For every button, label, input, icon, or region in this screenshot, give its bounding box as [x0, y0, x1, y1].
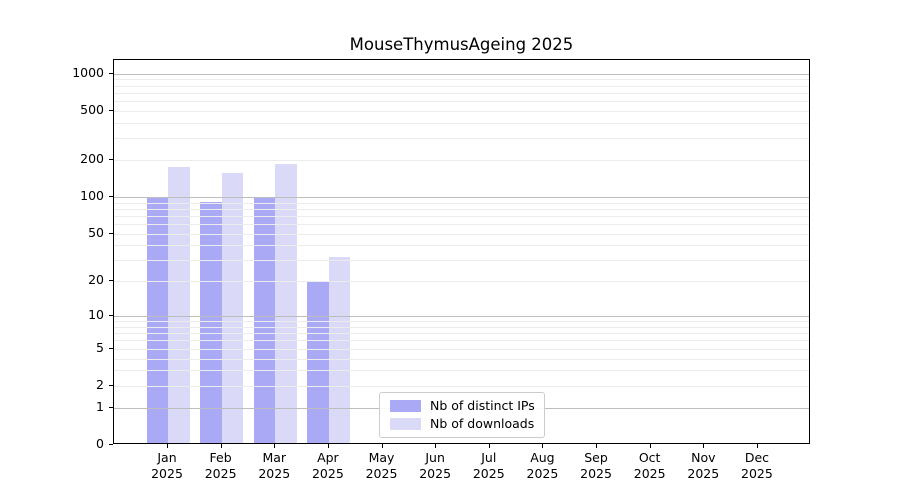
gridline — [114, 321, 809, 323]
x-tick-label: Feb 2025 — [204, 450, 237, 481]
gridline — [114, 348, 809, 350]
gridline — [114, 110, 809, 112]
legend-label: Nb of downloads — [430, 416, 535, 431]
x-tick-label: Sep 2025 — [580, 450, 612, 481]
x-tick-label: Nov 2025 — [687, 450, 720, 481]
y-tick-mark — [109, 109, 113, 111]
gridline — [114, 138, 809, 140]
x-tick-mark — [381, 444, 383, 448]
y-tick-label: 1 — [96, 398, 104, 414]
legend: Nb of distinct IPs Nb of downloads — [379, 392, 545, 438]
gridline — [114, 281, 809, 283]
gridline — [114, 385, 809, 387]
y-tick-label: 200 — [80, 150, 104, 166]
bar-distinct-ips-jan — [146, 196, 168, 443]
gridline — [114, 316, 809, 318]
y-tick-mark — [109, 444, 113, 445]
bar-distinct-ips-feb — [200, 201, 222, 443]
legend-label: Nb of distinct IPs — [430, 398, 535, 413]
x-tick-label: Dec 2025 — [741, 450, 773, 481]
gridline — [114, 73, 809, 75]
y-tick-label: 50 — [88, 224, 104, 240]
bar-distinct-ips-mar — [253, 197, 276, 443]
x-tick-mark — [596, 444, 598, 448]
gridline — [114, 233, 809, 235]
gridline — [114, 208, 809, 210]
gridline — [114, 340, 809, 342]
x-tick-label: Mar 2025 — [258, 450, 291, 481]
y-tick-mark — [109, 406, 113, 408]
y-tick-label: 20 — [88, 272, 104, 288]
x-tick-mark — [167, 444, 168, 448]
plot-area — [113, 59, 810, 444]
x-tick-label: Jun 2025 — [419, 450, 452, 481]
y-tick-mark — [109, 347, 113, 349]
gridline — [114, 159, 809, 161]
distinct-ips-swatch-icon — [390, 400, 421, 412]
gridline — [114, 92, 809, 94]
x-tick-mark — [327, 444, 329, 448]
gridline — [114, 101, 809, 103]
x-tick-label: Oct 2025 — [633, 450, 666, 481]
x-tick-mark — [756, 444, 758, 448]
y-tick-mark — [109, 232, 113, 234]
chart-title: MouseThymusAgeing 2025 — [349, 35, 574, 54]
x-tick-mark — [542, 444, 544, 448]
x-tick-mark — [220, 444, 222, 448]
gridline — [114, 122, 809, 124]
bar-distinct-ips-apr — [307, 282, 329, 443]
y-tick-mark — [109, 280, 113, 282]
x-tick-mark — [488, 444, 490, 448]
y-tick-mark — [109, 384, 113, 386]
gridline — [114, 224, 809, 226]
gridline — [114, 333, 809, 335]
gridline — [114, 196, 809, 198]
y-tick-label: 5 — [96, 339, 104, 355]
y-tick-label: 0 — [96, 436, 104, 451]
x-tick-label: May 2025 — [365, 450, 398, 481]
x-tick-label: Jul 2025 — [472, 450, 505, 481]
gridline — [114, 215, 809, 217]
gridline — [114, 358, 809, 360]
gridline — [114, 260, 809, 262]
bar-downloads-feb — [221, 172, 244, 443]
y-tick-mark — [109, 158, 113, 160]
y-tick-label: 2 — [96, 376, 104, 392]
x-tick-mark — [274, 444, 276, 448]
gridline — [114, 245, 809, 247]
gridline — [114, 79, 809, 81]
y-tick-mark — [109, 195, 113, 197]
gridline — [114, 202, 809, 204]
gridline — [114, 326, 809, 328]
legend-item: Nb of distinct IPs — [390, 399, 535, 413]
y-tick-label: 100 — [80, 187, 104, 203]
x-tick-label: Aug 2025 — [526, 450, 559, 481]
gridline — [114, 85, 809, 87]
y-tick-label: 1000 — [72, 64, 104, 80]
gridline — [114, 370, 809, 372]
y-tick-label: 10 — [88, 307, 104, 323]
y-tick-mark — [109, 315, 113, 317]
downloads-swatch-icon — [390, 418, 421, 430]
bar-downloads-jan — [168, 166, 190, 443]
x-tick-label: Jan 2025 — [151, 450, 183, 481]
x-tick-label: Apr 2025 — [311, 450, 344, 481]
x-tick-mark — [703, 444, 705, 448]
bar-downloads-apr — [328, 256, 351, 443]
y-tick-label: 500 — [80, 101, 104, 117]
y-tick-mark — [109, 72, 113, 74]
legend-item: Nb of downloads — [390, 417, 535, 431]
x-tick-mark — [435, 444, 437, 448]
bar-downloads-mar — [275, 163, 297, 443]
x-tick-mark — [649, 444, 651, 448]
